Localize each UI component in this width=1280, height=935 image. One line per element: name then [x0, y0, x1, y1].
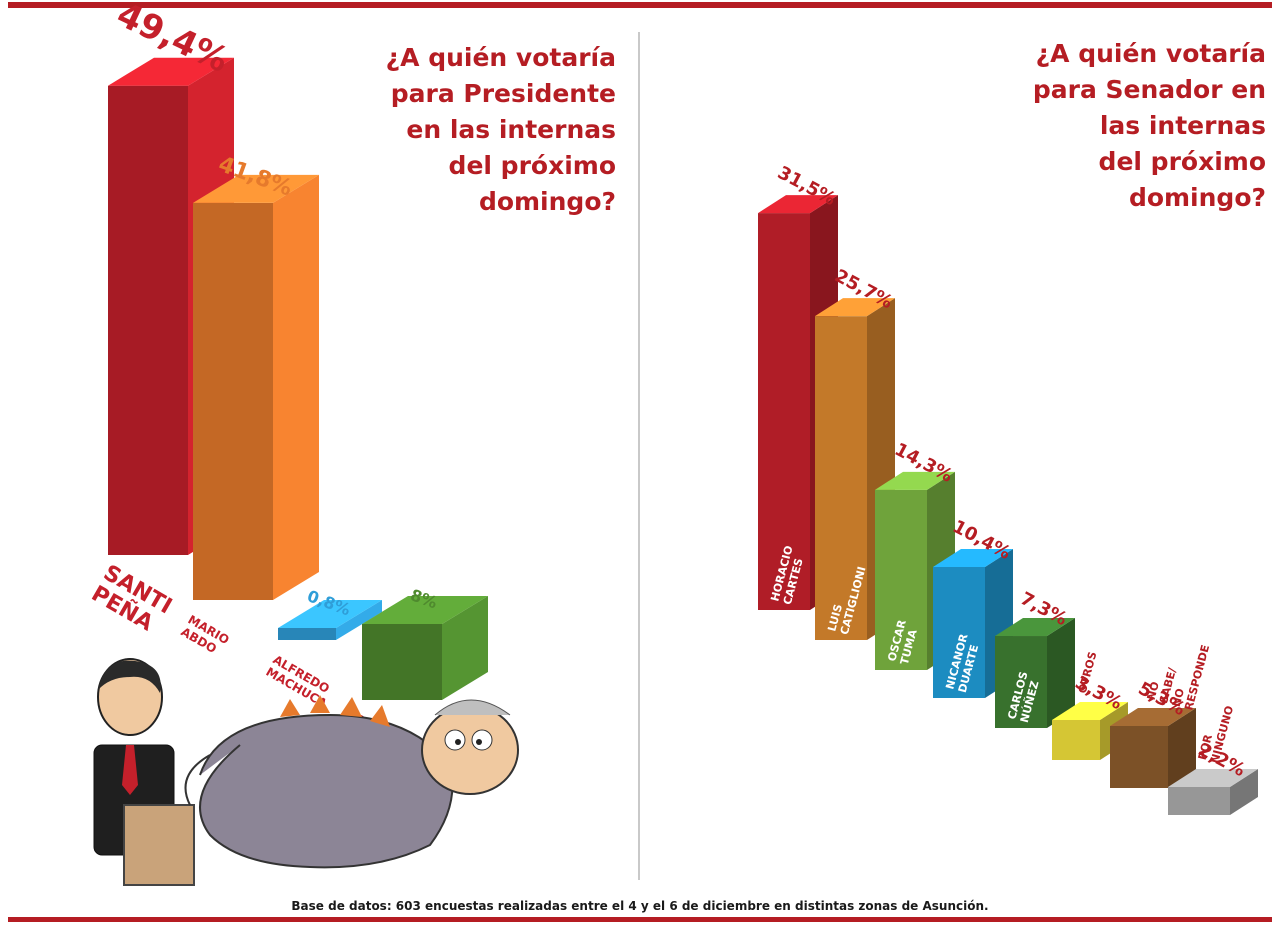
bar-top-senator-0: [758, 195, 838, 214]
president-question: ¿A quién votaría para Presidente en las …: [385, 43, 616, 216]
bar-top-president-2: [278, 600, 382, 628]
bar-top-senator-4: [995, 618, 1075, 637]
bar-senator-4: [995, 636, 1047, 728]
bar-side-senator-4: [1047, 618, 1075, 728]
bar-side-president-2: [336, 600, 382, 640]
bar-top-senator-7: [1168, 769, 1258, 787]
bar-president-1: [193, 202, 273, 600]
bar-president-3: [362, 624, 442, 700]
bar-top-president-0: [108, 57, 234, 86]
top-rule: [8, 2, 1272, 8]
bar-senator-1: [815, 316, 867, 640]
bar-top-senator-1: [815, 298, 895, 317]
bar-top-senator-5: [1052, 702, 1128, 720]
bar-senator-5: [1052, 720, 1100, 760]
bar-side-senator-6: [1168, 708, 1196, 788]
cartoon-dinosaur: [184, 695, 519, 869]
bar-top-senator-3: [933, 548, 1013, 567]
bar-side-senator-7: [1230, 769, 1258, 815]
senator-question: ¿A quién votaría para Senador en las int…: [1032, 39, 1266, 212]
cartoon-man: [93, 658, 195, 886]
bar-president-2: [278, 628, 336, 640]
category-label-president-0: SANTIPEÑA: [87, 561, 176, 641]
president-chart: 49,4%SANTIPEÑA41,8%MARIOABDO0,8%ALFREDOM…: [87, 0, 488, 760]
senator-chart: 31,5%HORACIOCARTES25,7%LUISCATIGLIONI14,…: [758, 162, 1258, 815]
bar-top-president-1: [193, 174, 319, 203]
category-label-senator-6: NOSABE/NORESPONDE: [1145, 633, 1213, 711]
bar-senator-0: [758, 213, 810, 610]
bar-senator-2: [875, 489, 927, 670]
bar-president-0: [108, 85, 188, 555]
bar-senator-7: [1168, 787, 1230, 815]
cartoon-illustration: [93, 658, 519, 886]
bar-top-senator-6: [1110, 708, 1196, 726]
bar-side-president-3: [442, 596, 488, 700]
bottom-rule: [8, 917, 1272, 922]
data-source-note: Base de datos: 603 encuestas realizadas …: [291, 899, 989, 913]
bar-top-president-3: [362, 596, 488, 624]
bar-side-president-1: [273, 174, 319, 600]
bar-senator-6: [1110, 726, 1168, 788]
bar-top-senator-2: [875, 471, 955, 490]
category-label-president-1: MARIOABDO: [179, 612, 232, 659]
bar-senator-3: [933, 566, 985, 698]
panel-divider: [638, 32, 640, 880]
